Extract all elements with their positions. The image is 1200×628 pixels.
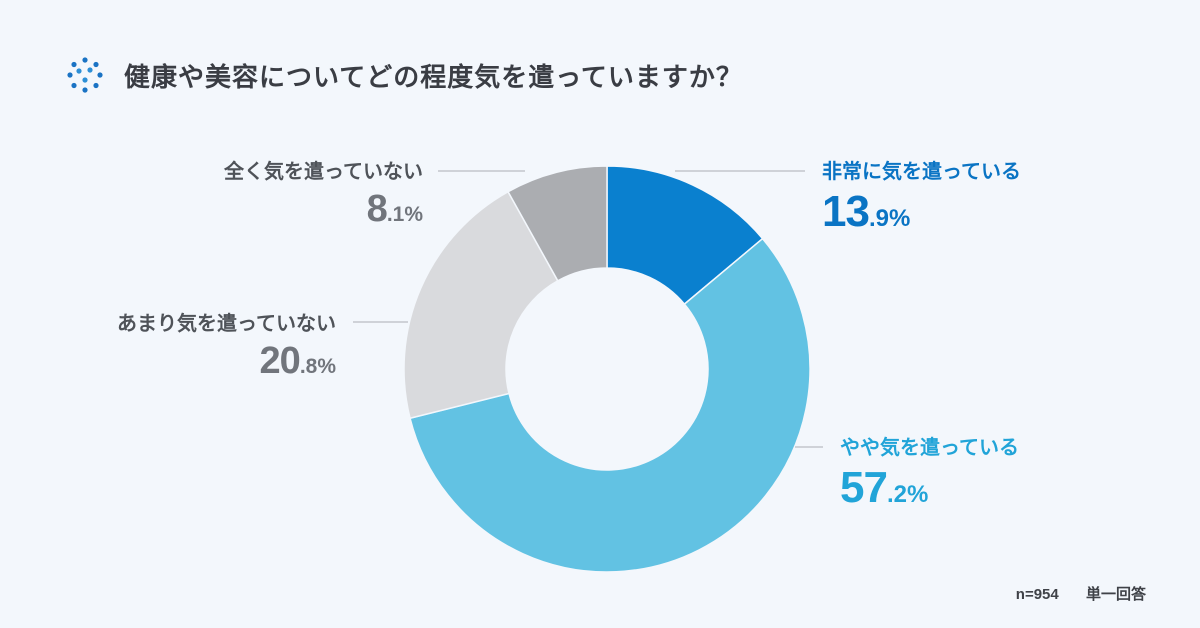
slice-label-somewhat: やや気を遣っている [840,435,1019,459]
slice-somewhat [409,237,811,573]
slice-not-at-all [507,165,608,282]
sample-size: n=954 [1015,586,1059,603]
dotted-circle-icon [67,57,103,93]
slice-value-not-much: 20.8% [259,340,336,382]
leader-lines [353,170,823,448]
chart-header: 健康や美容についてどの程度気を遣っていますか？ [66,54,743,96]
slice-value-not-at-all: 8.1% [366,188,423,230]
slice-label-not-at-all: 全く気を遣っていない [224,159,423,183]
answer-type: 単一回答 [1085,585,1146,603]
slice-label-very: 非常に気を遣っている [822,159,1021,183]
label-very: 非常に気を遣っている 13.9% [822,158,1021,234]
donut-slices [403,165,811,573]
label-not-much: あまり気を遣っていない 20.8% [117,310,336,380]
slice-value-somewhat: 57.2% [840,463,929,512]
chart-title: 健康や美容についてどの程度気を遣っていますか？ [124,62,743,93]
label-somewhat: やや気を遣っている 57.2% [840,434,1019,510]
chart-footer: n=954 単一回答 [1016,583,1146,604]
slice-label-not-much: あまり気を遣っていない [117,311,336,335]
label-not-at-all: 全く気を遣っていない 8.1% [224,158,423,228]
slice-value-very: 13.9% [822,187,911,236]
slice-not-much [403,190,559,420]
